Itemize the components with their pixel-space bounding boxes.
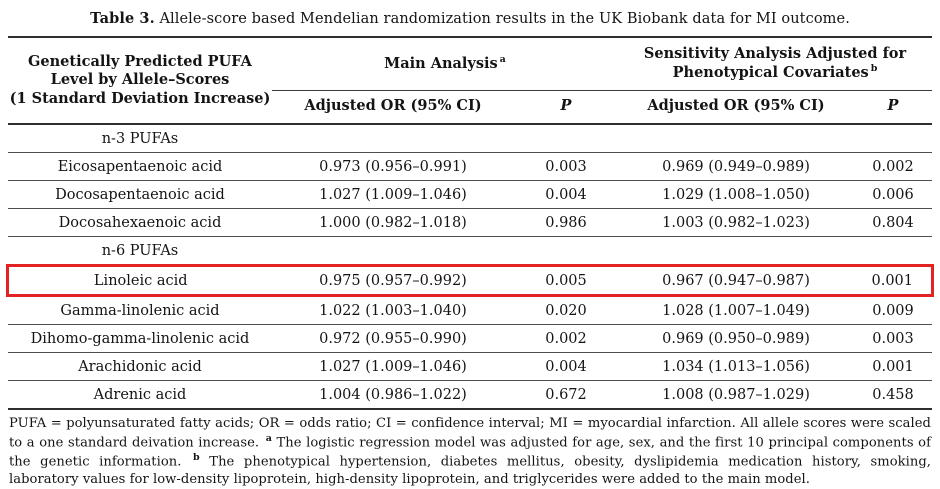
- header-sensitivity-sup: b: [870, 63, 878, 75]
- empty-cell: [271, 236, 514, 266]
- cell-exposure: Linoleic acid: [6, 264, 272, 297]
- section-row-n6-pufas: n-6 PUFAs: [7, 236, 933, 266]
- table-row-docosapentaenoic: Docosapentaenoic acid 1.027 (1.009–1.046…: [7, 180, 933, 209]
- cell-exposure: Eicosapentaenoic acid: [7, 152, 272, 181]
- empty-cell: [513, 124, 618, 153]
- cell-exposure: Docosapentaenoic acid: [7, 180, 272, 209]
- cell-exposure: Adrenic acid: [93, 386, 187, 403]
- cell-sens-or: 1.034 (1.013–1.056): [618, 352, 854, 381]
- cell-main-p: 0.002: [513, 324, 618, 353]
- cell-exposure: Docosahexaenoic acid: [7, 208, 272, 237]
- empty-cell: [618, 236, 854, 266]
- cell-main-or: 0.975 (0.957–0.992): [271, 264, 514, 297]
- cell-sens-p: 0.003: [854, 324, 933, 353]
- header-group-sensitivity-analysis: Sensitivity Analysis Adjusted for Phenot…: [618, 37, 933, 91]
- cell-exposure: Arachidonic acid: [7, 352, 272, 381]
- footnote-note-a: The logistic regression model was adjust…: [9, 435, 932, 470]
- header-sensitivity-line2: Phenotypical Covariates: [672, 63, 869, 81]
- header-sensitivity-line1: Sensitivity Analysis Adjusted for: [643, 44, 907, 62]
- cell-main-or: 1.000 (0.982–1.018): [271, 208, 514, 237]
- empty-cell: [271, 124, 514, 153]
- footnote-sup-a: a: [265, 432, 272, 444]
- header-group-main-analysis: Main Analysis a: [271, 37, 618, 91]
- header-sensitivity-or-ci: Adjusted OR (95% CI): [618, 90, 854, 125]
- table-row-docosahexaenoic: Docosahexaenoic acid 1.000 (0.982–1.018)…: [7, 208, 933, 237]
- header-exposure-line2: Level by Allele–Scores: [50, 71, 230, 89]
- empty-cell: [618, 124, 854, 153]
- empty-cell: [854, 124, 933, 153]
- footnote-abbreviations: PUFA = polyunsaturated fatty acids; OR =…: [9, 416, 931, 451]
- cell-sens-or: 1.028 (1.007–1.049): [618, 295, 854, 325]
- cell-sens-or: 0.969 (0.949–0.989): [618, 152, 854, 181]
- cell-main-p: 0.986: [513, 208, 618, 237]
- section-row-n3-pufas: n-3 PUFAs: [7, 124, 933, 153]
- cell-sens-p: 0.001: [854, 264, 934, 297]
- cell-main-or: 1.022 (1.003–1.040): [271, 295, 514, 325]
- header-exposure-line3: (1 Standard Deviation Increase): [9, 89, 271, 107]
- cell-main-p: 0.672: [545, 386, 587, 403]
- cell-exposure: Dihomo-gamma-linolenic acid: [7, 324, 272, 353]
- cell-exposure: Gamma-linolenic acid: [7, 295, 272, 325]
- cell-sens-or: 1.029 (1.008–1.050): [618, 180, 854, 209]
- cell-sens-p: 0.002: [854, 152, 933, 181]
- table-body: n-3 PUFAs Eicosapentaenoic acid 0.973 (0…: [6, 124, 934, 410]
- cell-main-or: 1.004 (0.986–1.022): [319, 386, 467, 403]
- cell-sens-p: 0.804: [854, 208, 933, 237]
- cell-main-or: 0.972 (0.955–0.990): [271, 324, 514, 353]
- cell-sens-or: 1.003 (0.982–1.023): [618, 208, 854, 237]
- header-exposure-column: Genetically Predicted PUFA Level by Alle…: [7, 37, 272, 125]
- cell-main-p: 0.004: [513, 352, 618, 381]
- table-row-adrenic: Adrenic acid 1.004 (0.986–1.022) 0.672 1…: [8, 381, 932, 410]
- section-label: n-3 PUFAs: [7, 124, 272, 153]
- cell-main-p: 0.004: [513, 180, 618, 209]
- empty-cell: [854, 236, 933, 266]
- header-main-analysis-sup: a: [499, 54, 506, 66]
- cell-main-or: 1.027 (1.009–1.046): [271, 352, 514, 381]
- cell-sens-or: 0.967 (0.947–0.987): [618, 264, 854, 297]
- cell-main-p: 0.003: [513, 152, 618, 181]
- section-label: n-6 PUFAs: [7, 236, 272, 266]
- table-row-linoleic-highlighted: Linoleic acid 0.975 (0.957–0.992) 0.005 …: [6, 264, 934, 297]
- header-exposure-line1: Genetically Predicted PUFA: [28, 52, 252, 70]
- table-caption: Table 3. Allele-score based Mendelian ra…: [0, 0, 940, 27]
- table-footnote: PUFA = polyunsaturated fatty acids; OR =…: [9, 415, 931, 489]
- table-row-gamma-linolenic: Gamma-linolenic acid 1.022 (1.003–1.040)…: [7, 295, 933, 325]
- footnote-sup-b: b: [193, 451, 200, 463]
- cell-sens-p: 0.458: [872, 386, 914, 403]
- empty-cell: [513, 236, 618, 266]
- table-row-eicosapentaenoic: Eicosapentaenoic acid 0.973 (0.956–0.991…: [7, 152, 933, 181]
- cell-sens-or: 1.008 (0.987–1.029): [662, 386, 810, 403]
- cell-sens-p: 0.001: [854, 352, 933, 381]
- cell-main-p: 0.005: [513, 264, 618, 297]
- mr-results-table: Genetically Predicted PUFA Level by Alle…: [6, 36, 934, 410]
- cell-sens-p: 0.009: [854, 295, 933, 325]
- table-header: Genetically Predicted PUFA Level by Alle…: [7, 37, 933, 125]
- cell-main-or: 1.027 (1.009–1.046): [271, 180, 514, 209]
- table-caption-label: Table 3.: [90, 10, 155, 27]
- table-row-arachidonic: Arachidonic acid 1.027 (1.009–1.046) 0.0…: [7, 352, 933, 381]
- header-main-p: P: [513, 90, 618, 125]
- table-row-dihomo-gamma-linolenic: Dihomo-gamma-linolenic acid 0.972 (0.955…: [7, 324, 933, 353]
- header-main-or-ci: Adjusted OR (95% CI): [271, 90, 514, 125]
- table-caption-text: Allele-score based Mendelian randomizati…: [154, 11, 850, 27]
- cell-sens-p: 0.006: [854, 180, 933, 209]
- header-sensitivity-p: P: [854, 90, 933, 125]
- cell-main-p: 0.020: [513, 295, 618, 325]
- cell-sens-or: 0.969 (0.950–0.989): [618, 324, 854, 353]
- cell-main-or: 0.973 (0.956–0.991): [271, 152, 514, 181]
- header-main-analysis-label: Main Analysis: [384, 54, 498, 72]
